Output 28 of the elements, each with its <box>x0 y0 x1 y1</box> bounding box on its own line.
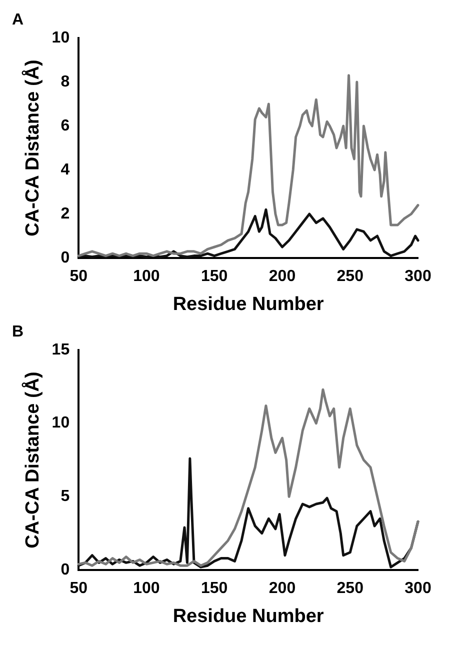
x-axis-title: Residue Number <box>172 606 324 627</box>
x-tick-label: 100 <box>133 268 160 286</box>
x-tick-label: 150 <box>201 580 228 598</box>
x-tick-label: 300 <box>404 580 432 598</box>
x-tick-label: 250 <box>336 268 364 286</box>
y-tick-label: 2 <box>60 205 70 222</box>
y-tick-label: 15 <box>52 341 70 358</box>
y-tick-label: 6 <box>60 117 70 134</box>
y-tick-label: 10 <box>52 29 70 46</box>
y-axis-title: CA-CA Distance (Å) <box>22 60 44 236</box>
x-tick-label: 200 <box>268 580 296 598</box>
y-tick-label: 5 <box>60 488 70 506</box>
x-tick-label: 50 <box>70 268 88 286</box>
x-tick-label: 300 <box>404 268 432 286</box>
text: A <box>12 11 24 28</box>
x-tick-label: 250 <box>336 580 364 598</box>
x-tick-label: 50 <box>70 580 88 598</box>
x-tick-label: 150 <box>201 268 228 286</box>
x-axis-title: Residue Number <box>172 294 324 315</box>
y-tick-label: 10 <box>52 414 70 432</box>
text: B <box>12 323 24 340</box>
y-tick-label: 0 <box>60 249 70 266</box>
y-tick-label: 8 <box>60 73 70 90</box>
x-tick-label: 100 <box>133 580 160 598</box>
y-tick-label: 4 <box>60 161 70 178</box>
y-axis-title: CA-CA Distance (Å) <box>22 372 44 548</box>
y-tick-label: 0 <box>60 561 70 578</box>
x-tick-label: 200 <box>268 268 296 286</box>
